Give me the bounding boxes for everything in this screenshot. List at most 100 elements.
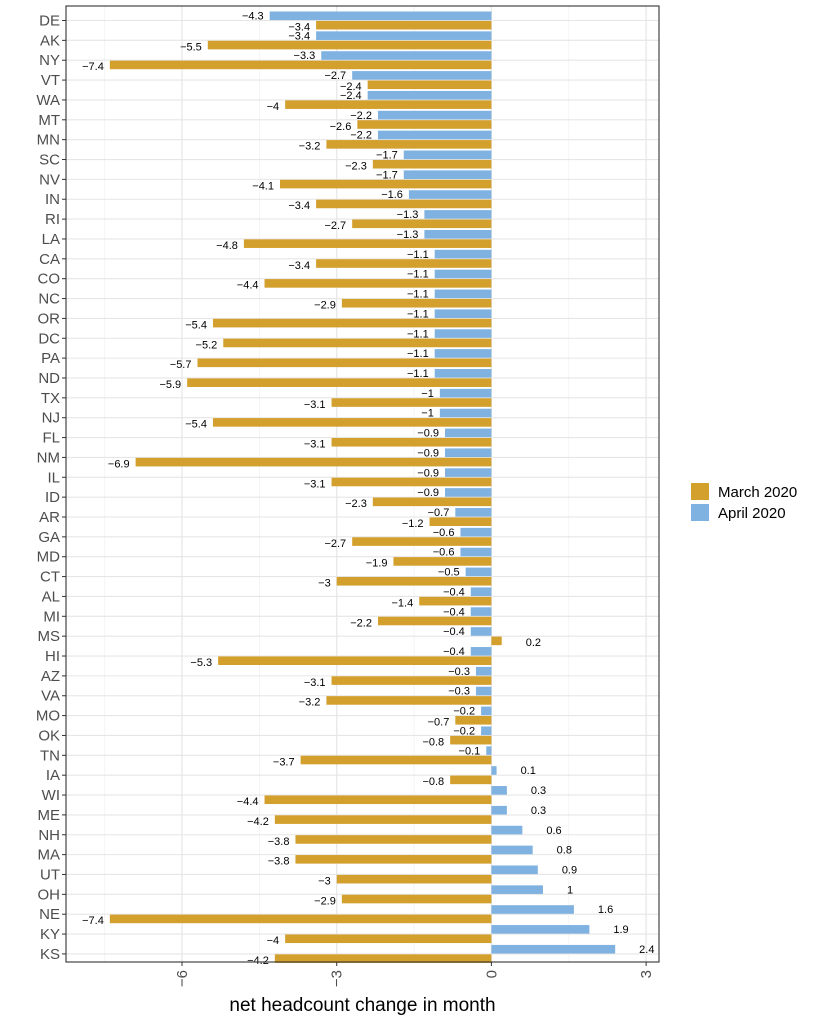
bar-march-in — [316, 199, 492, 209]
data-label-april-ct: −0.5 — [438, 567, 460, 579]
y-tick-label-az: AZ — [41, 668, 60, 685]
data-label-april-il: −0.9 — [417, 467, 439, 479]
data-label-march-ar: −1.2 — [402, 518, 424, 530]
bar-march-tx — [331, 398, 492, 407]
bar-april-md — [460, 547, 492, 557]
y-tick-label-nj: NJ — [42, 410, 60, 427]
data-label-april-ky: 1.9 — [613, 924, 628, 936]
data-label-april-nm: −0.9 — [417, 447, 439, 459]
data-label-march-hi: −5.3 — [190, 657, 212, 669]
data-label-april-va: −0.3 — [448, 686, 470, 698]
bar-april-tn — [486, 746, 492, 755]
data-label-april-ut: 0.9 — [562, 864, 577, 876]
bar-march-ri — [352, 219, 492, 229]
bar-april-ms — [470, 627, 492, 636]
y-tick-label-wi: WI — [42, 787, 60, 804]
bar-march-dc — [223, 338, 492, 348]
bar-april-sc — [403, 150, 492, 160]
data-label-march-id: −2.3 — [345, 498, 367, 510]
bar-april-ok — [481, 726, 492, 736]
bar-april-va — [475, 686, 492, 696]
bar-march-vt — [367, 80, 492, 90]
bar-march-nv — [279, 179, 492, 189]
bar-march-mt — [357, 120, 492, 129]
y-tick-label-mi: MI — [43, 608, 60, 625]
bar-march-ct — [336, 576, 492, 586]
data-label-april-oh: 1 — [567, 884, 573, 896]
bar-march-id — [372, 497, 492, 507]
data-label-march-oh: −2.9 — [314, 895, 336, 907]
y-tick-label-ms: MS — [38, 628, 61, 645]
bar-april-dc — [434, 329, 492, 338]
data-label-march-ky: −4 — [267, 935, 280, 947]
bar-april-ky — [491, 925, 590, 934]
data-label-march-tx: −3.1 — [304, 399, 326, 411]
data-label-march-or: −5.4 — [185, 319, 207, 331]
y-tick-label-md: MD — [37, 549, 60, 566]
bar-april-nc — [434, 289, 492, 299]
y-tick-label-ma: MA — [38, 847, 61, 864]
data-label-march-ny: −7.4 — [82, 61, 104, 73]
data-label-april-tn: −0.1 — [459, 745, 481, 757]
data-label-april-ga: −0.6 — [433, 527, 455, 539]
bar-march-or — [212, 318, 492, 328]
bar-march-de — [316, 20, 492, 30]
data-label-april-nv: −1.7 — [376, 169, 398, 181]
data-label-april-ms: −0.4 — [443, 626, 465, 638]
bar-march-wa — [285, 100, 492, 109]
y-tick-label-ak: AK — [40, 32, 60, 49]
y-tick-label-fl: FL — [42, 430, 60, 447]
bar-april-ri — [424, 210, 492, 219]
data-label-april-ma: 0.8 — [557, 845, 572, 857]
x-tick-label: 0 — [483, 970, 500, 978]
data-label-march-il: −3.1 — [304, 478, 326, 490]
bar-april-nm — [445, 448, 492, 458]
bar-april-id — [445, 488, 492, 497]
bar-april-ak — [316, 31, 492, 40]
y-tick-label-ut: UT — [40, 866, 60, 883]
y-tick-label-pa: PA — [41, 350, 60, 367]
y-tick-label-ok: OK — [38, 727, 60, 744]
legend: March 2020 April 2020 — [691, 483, 797, 522]
bar-april-ma — [491, 845, 533, 855]
data-label-april-mt: −2.2 — [350, 110, 372, 122]
bar-march-va — [326, 696, 492, 705]
bar-april-ut — [491, 865, 538, 875]
data-label-march-ga: −2.7 — [324, 538, 346, 550]
y-tick-label-co: CO — [38, 271, 61, 288]
y-tick-label-sc: SC — [39, 152, 60, 169]
data-label-march-md: −1.9 — [366, 558, 388, 570]
bar-april-ar — [455, 508, 492, 517]
bar-april-co — [434, 269, 492, 279]
plot-panel-border — [65, 5, 660, 963]
bar-march-al — [419, 596, 492, 606]
bar-april-mn — [377, 130, 492, 140]
bar-march-mn — [326, 140, 492, 149]
bar-march-ak — [207, 40, 492, 50]
y-tick-label-tx: TX — [41, 390, 60, 407]
bar-march-ok — [450, 735, 492, 745]
bar-april-in — [408, 190, 492, 199]
data-label-april-ks: 2.4 — [639, 944, 654, 956]
bar-april-ga — [460, 527, 492, 537]
data-label-march-de: −3.4 — [288, 22, 310, 34]
bar-march-ks — [274, 954, 492, 963]
y-tick-label-va: VA — [41, 688, 60, 705]
y-tick-label-hi: HI — [45, 648, 60, 665]
data-label-april-vt: −2.7 — [324, 70, 346, 82]
bar-march-ga — [352, 537, 492, 546]
y-tick-label-dc: DC — [38, 330, 60, 347]
data-label-april-wa: −2.4 — [340, 90, 362, 102]
bar-march-pa — [197, 358, 492, 368]
y-tick-label-nc: NC — [38, 291, 60, 308]
data-label-april-ri: −1.3 — [397, 209, 419, 221]
data-label-march-me: −4.2 — [247, 816, 269, 828]
bar-april-vt — [352, 71, 492, 80]
data-label-april-la: −1.3 — [397, 229, 419, 241]
data-label-april-me: 0.3 — [531, 805, 546, 817]
data-label-april-nd: −1.1 — [407, 368, 429, 380]
data-label-march-mo: −0.7 — [428, 717, 450, 729]
y-tick-label-ct: CT — [40, 569, 60, 586]
data-label-april-ok: −0.2 — [453, 725, 475, 737]
bar-april-hi — [470, 647, 492, 656]
